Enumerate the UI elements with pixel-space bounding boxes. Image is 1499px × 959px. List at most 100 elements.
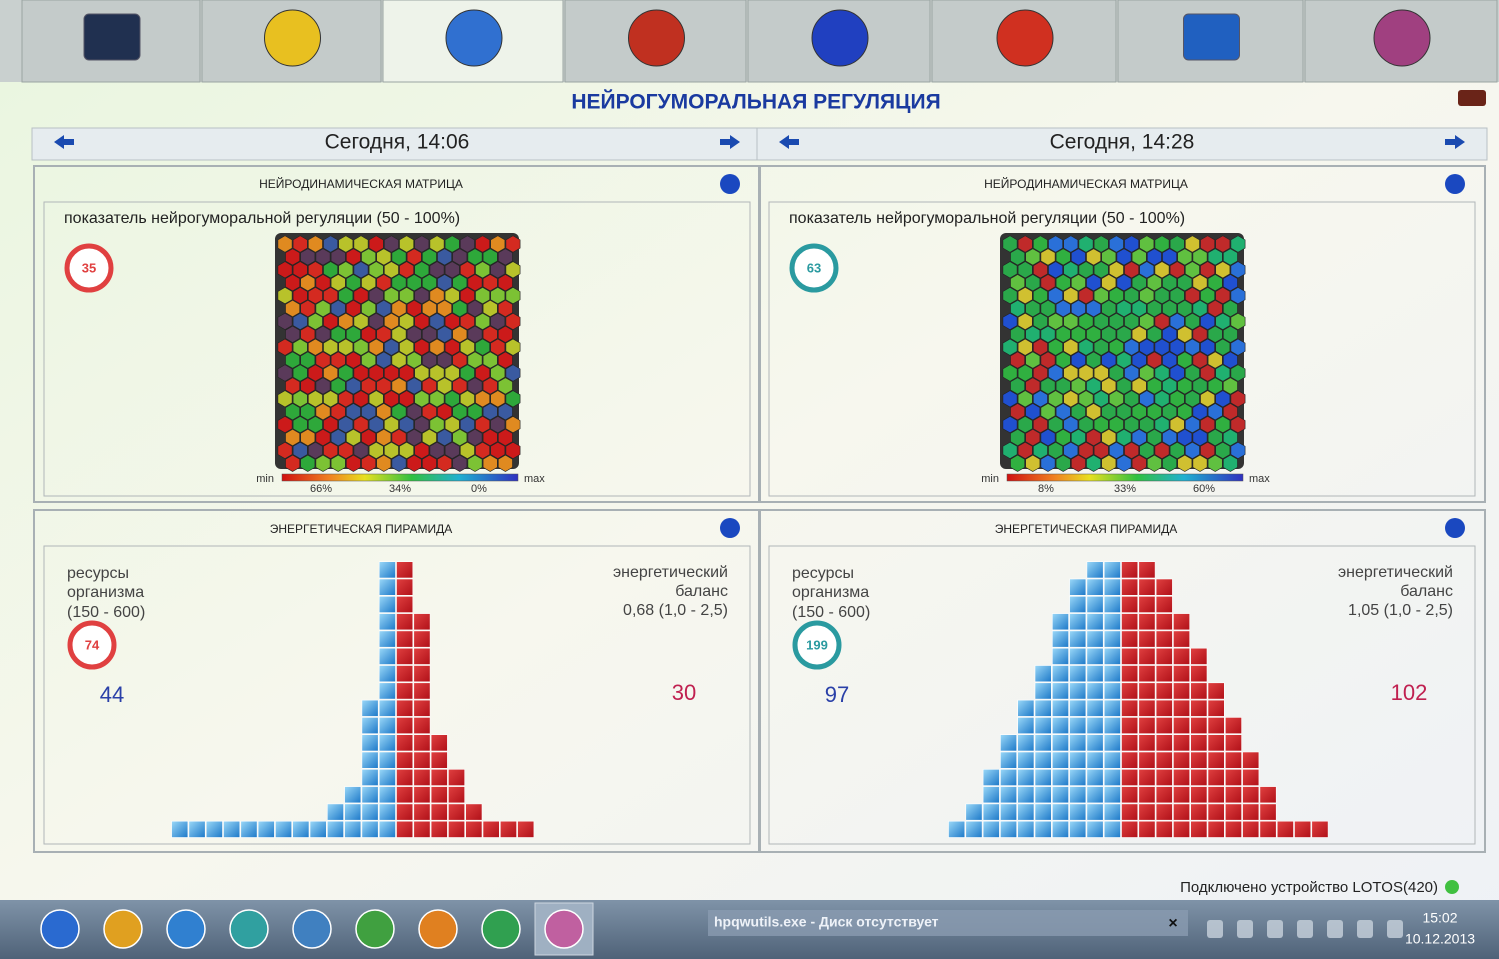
pyramid-cell: [1086, 578, 1104, 596]
hex-cell: [1063, 364, 1079, 382]
hex-cell: [1033, 287, 1048, 305]
pyramid-cell: [1052, 751, 1069, 769]
hex-cell: [1124, 364, 1139, 382]
pyramid-cell: [396, 820, 414, 838]
pyramid-cell: [396, 803, 414, 821]
hex-cell: [1147, 428, 1162, 447]
pyramid-cell: [1242, 803, 1260, 821]
prev-arrow[interactable]: [779, 135, 799, 149]
pyramid-cell: [1155, 682, 1173, 700]
pyramid-cell: [1138, 578, 1156, 596]
hex-cell: [330, 274, 346, 292]
info-icon[interactable]: [720, 174, 740, 194]
pyramid-cell: [1207, 768, 1225, 786]
toolbar-tab[interactable]: [201, 0, 382, 83]
toolbar-tab[interactable]: [1304, 0, 1498, 83]
pyramid-cell: [396, 786, 414, 804]
pyramid-cell: [378, 613, 396, 631]
hex-cell: [1124, 390, 1139, 408]
resources-range: (150 - 600): [792, 604, 870, 621]
hex-cell: [459, 364, 475, 382]
hex-cell: [437, 403, 453, 421]
toolbar-tab[interactable]: [1117, 0, 1304, 83]
hex-cell: [391, 428, 407, 447]
scale-max: max: [524, 473, 545, 485]
toolbar-tab[interactable]: [564, 0, 747, 83]
info-icon[interactable]: [1445, 174, 1465, 194]
pyramid-cell: [1034, 820, 1052, 838]
hex-cell: [1048, 235, 1063, 253]
hex-cell: [1185, 287, 1200, 305]
notification-close[interactable]: ×: [1168, 915, 1177, 932]
hex-cell: [429, 287, 445, 305]
info-icon[interactable]: [1445, 518, 1465, 538]
hex-cell: [1192, 351, 1208, 369]
pyramid-cell: [1121, 630, 1139, 648]
pyramid-cell: [1207, 699, 1225, 717]
pyramid-cell: [413, 647, 431, 665]
taskbar-icon[interactable]: [103, 909, 143, 949]
hex-cell: [307, 364, 323, 382]
hex-cell: [345, 454, 361, 472]
date-bar: [756, 127, 1488, 161]
hex-cell: [444, 261, 460, 279]
pyramid-cell: [1225, 820, 1242, 838]
hex-cell: [1177, 248, 1193, 266]
pyramid-cell: [275, 820, 292, 838]
score-value: 74: [85, 637, 100, 652]
hex-cell: [1207, 325, 1223, 343]
info-icon[interactable]: [720, 518, 740, 538]
pyramid-cell: [1052, 786, 1069, 804]
pyramid-cell: [1225, 786, 1242, 804]
taskbar-icon[interactable]: [418, 909, 458, 949]
hex-cell: [285, 325, 301, 343]
toolbar-tab[interactable]: [747, 0, 931, 83]
pyramid-cell: [1155, 820, 1173, 838]
pyramid-cell: [1207, 786, 1225, 804]
taskbar-icon[interactable]: [40, 909, 80, 949]
hex-cell: [376, 274, 392, 292]
hex-cell: [391, 299, 407, 318]
matrix-box: [43, 201, 751, 497]
hex-cell: [497, 248, 513, 266]
prev-arrow[interactable]: [54, 135, 74, 149]
hex-cell: [1124, 312, 1139, 330]
hex-cell: [1025, 325, 1041, 343]
taskbar-icon[interactable]: [544, 909, 584, 949]
taskbar-icon[interactable]: [355, 909, 395, 949]
hex-cell: [1010, 454, 1025, 472]
taskbar-icon[interactable]: [166, 909, 206, 949]
hex-cell: [1093, 235, 1109, 253]
hex-cell: [1147, 351, 1162, 369]
next-arrow[interactable]: [720, 135, 740, 149]
hex-cell: [1063, 235, 1079, 253]
hex-cell: [490, 364, 506, 382]
pyramid-column: [205, 820, 223, 838]
hex-cell: [1078, 287, 1094, 305]
hex-cell: [475, 441, 491, 459]
next-arrow[interactable]: [1445, 135, 1465, 149]
color-scale: [1006, 473, 1244, 482]
hex-cell: [406, 325, 422, 343]
pyramid-cell: [413, 786, 431, 804]
pyramid-column: [1207, 682, 1225, 838]
hex-cell: [1154, 261, 1170, 279]
hex-cell: [459, 261, 475, 279]
pyramid-cell: [1069, 613, 1087, 631]
toolbar-tab[interactable]: [931, 0, 1117, 83]
toolbar-tab[interactable]: [382, 0, 564, 83]
taskbar-icon[interactable]: [481, 909, 521, 949]
toolbar-tab[interactable]: [21, 0, 201, 83]
taskbar-icon[interactable]: [229, 909, 269, 949]
taskbar-icon[interactable]: [292, 909, 332, 949]
pyramid-cell: [309, 820, 327, 838]
pyramid-cell: [378, 630, 396, 648]
hex-cell: [368, 312, 384, 330]
pyramid-cell: [1069, 578, 1087, 596]
pyramid-cell: [1103, 803, 1121, 821]
hex-cell: [459, 441, 475, 459]
hex-cell: [1086, 454, 1101, 472]
pyramid-cell: [1155, 734, 1173, 752]
tab-icon: [1373, 9, 1431, 67]
date-label: Сегодня, 14:06: [325, 131, 470, 154]
